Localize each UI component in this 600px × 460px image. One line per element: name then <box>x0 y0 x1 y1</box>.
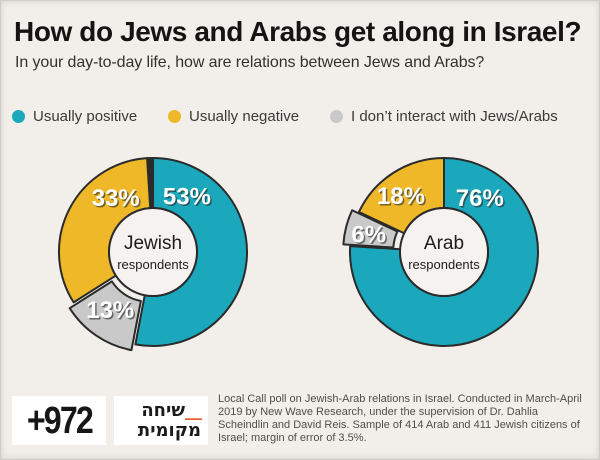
slice-label: 33% <box>92 185 140 212</box>
legend-dot-gray-icon <box>330 110 343 123</box>
slice-label-shadow: 76% <box>457 186 505 213</box>
legend-item-usually-positive: Usually positive <box>12 108 137 125</box>
center-label-group: Arab <box>424 233 464 254</box>
donut-hole <box>399 207 489 297</box>
local-call-logo-line1: __שיחה <box>141 399 202 421</box>
slice-label: 13% <box>86 297 134 324</box>
slice-label-shadow: 18% <box>378 184 426 211</box>
plus972-logo: +972 <box>12 396 106 445</box>
legend-item-no-interaction: I don’t interact with Jews/Arabs <box>330 108 558 125</box>
donut-slice-13% <box>68 280 142 352</box>
donut-hole <box>108 207 198 297</box>
legend-dot-teal-icon <box>12 110 25 123</box>
plus972-logo-text: +972 <box>26 398 93 442</box>
slice-label-shadow: 6% <box>353 223 388 250</box>
slice-label: 76% <box>456 185 504 212</box>
local-call-logo: __שיחה מקומית <box>114 396 208 445</box>
local-call-logo-line2: מקומית <box>137 419 201 441</box>
slice-label: 18% <box>377 183 425 210</box>
slice-label-shadow: 53% <box>164 185 212 212</box>
legend-item-usually-negative: Usually negative <box>168 108 299 125</box>
legend: Usually positive Usually negative I don’… <box>12 108 592 126</box>
center-label-respondents: respondents <box>117 257 189 272</box>
slice-label-shadow: 13% <box>88 299 136 326</box>
logo-underscore-mark: __ <box>185 399 202 421</box>
legend-dot-yellow-icon <box>168 110 181 123</box>
center-label-group: Jewish <box>124 233 182 254</box>
donut-slice-6% <box>342 209 399 249</box>
legend-label: Usually negative <box>189 108 300 125</box>
center-label-respondents: respondents <box>408 257 480 272</box>
footer: +972 __שיחה מקומית Local Call poll on Je… <box>0 385 600 455</box>
slice-label: 53% <box>163 184 211 211</box>
slice-label: 6% <box>351 222 386 249</box>
slice-label-shadow: 33% <box>93 186 141 213</box>
legend-label: Usually positive <box>33 108 138 125</box>
source-note: Local Call poll on Jewish-Arab relations… <box>218 393 582 444</box>
page-title: How do Jews and Arabs get along in Israe… <box>14 16 582 47</box>
page-subtitle: In your day-to-day life, how are relatio… <box>15 54 485 71</box>
legend-label: I don’t interact with Jews/Arabs <box>351 108 558 125</box>
